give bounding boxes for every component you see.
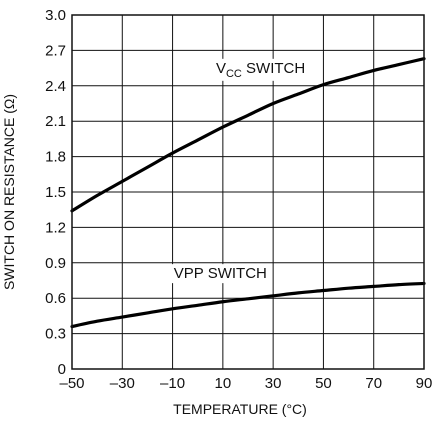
series-layer: VCC SWITCH VPP SWITCH xyxy=(70,57,426,329)
series-0-point xyxy=(95,194,99,197)
series-label-rest: SWITCH xyxy=(242,60,305,77)
x-tick-label: 50 xyxy=(315,375,332,392)
series-1-point xyxy=(347,286,350,290)
x-axis-title: TEMPERATURE (°C) xyxy=(173,401,307,417)
y-tick-label: 2.1 xyxy=(45,113,66,130)
series-1-point xyxy=(322,289,325,292)
series-1-point xyxy=(246,297,250,300)
series-1-point xyxy=(372,285,375,288)
series-0-point xyxy=(271,102,275,105)
series-1-point xyxy=(121,315,124,319)
series-0-point xyxy=(297,92,300,96)
series-0-point xyxy=(196,138,199,142)
series-label-main: V xyxy=(216,60,226,77)
x-tick-label: 10 xyxy=(215,375,232,392)
y-tick-label: 2.7 xyxy=(45,42,66,59)
x-tick-label: 30 xyxy=(265,375,282,392)
y-tick-label: 0.9 xyxy=(45,255,66,272)
y-tick-label: 3.0 xyxy=(45,7,66,24)
series-0-point xyxy=(372,69,375,72)
y-tick-label: 2.4 xyxy=(45,78,66,95)
series-0-point xyxy=(121,180,124,183)
series-1-point xyxy=(297,291,300,295)
y-tick-label: 1.5 xyxy=(45,184,66,201)
grid xyxy=(71,14,425,370)
series-1-point xyxy=(397,283,401,286)
x-tick-labels: –50 –30 –10 10 30 50 70 90 xyxy=(59,375,432,392)
plot-frame xyxy=(71,14,425,370)
series-1-point xyxy=(196,304,199,307)
series-0-point xyxy=(171,151,174,155)
y-tick-label: 0.3 xyxy=(45,326,66,343)
x-tick-label: 70 xyxy=(365,375,382,392)
series-label-subscript: CC xyxy=(226,68,242,80)
series-0-point xyxy=(146,166,149,169)
series-line-0 xyxy=(70,57,426,213)
series-line-1 xyxy=(70,281,426,329)
series-0-point xyxy=(397,63,401,66)
y-tick-labels: 0 0.3 0.6 0.9 1.2 1.5 1.8 2.1 2.4 2.7 3.0 xyxy=(45,7,66,378)
series-label-background xyxy=(169,264,271,284)
series-label-1: VPP SWITCH xyxy=(174,265,267,282)
y-tick-label: 0.6 xyxy=(45,290,66,307)
series-1-point xyxy=(146,311,149,315)
series-0-point xyxy=(347,76,350,79)
series-label-0: VCC SWITCH xyxy=(216,60,305,80)
series-1-point xyxy=(271,294,275,298)
y-axis-title: SWITCH ON RESISTANCE (Ω) xyxy=(1,94,17,290)
y-tick-label: 1.8 xyxy=(45,149,66,166)
series-0-point xyxy=(221,125,225,129)
y-tick-label: 1.2 xyxy=(45,219,66,236)
y-tick-label: 0 xyxy=(58,361,66,378)
series-0-point xyxy=(322,83,325,86)
series-1-point xyxy=(171,307,174,311)
series-1-point xyxy=(221,300,225,303)
x-tick-label: –50 xyxy=(59,375,84,392)
x-tick-label: –10 xyxy=(160,375,185,392)
series-1-point xyxy=(95,320,99,323)
x-tick-label: 90 xyxy=(416,375,433,392)
x-tick-label: –30 xyxy=(110,375,135,392)
series-label-main: VPP SWITCH xyxy=(174,265,267,282)
series-label-background xyxy=(211,58,310,81)
series-0-point xyxy=(246,114,250,117)
